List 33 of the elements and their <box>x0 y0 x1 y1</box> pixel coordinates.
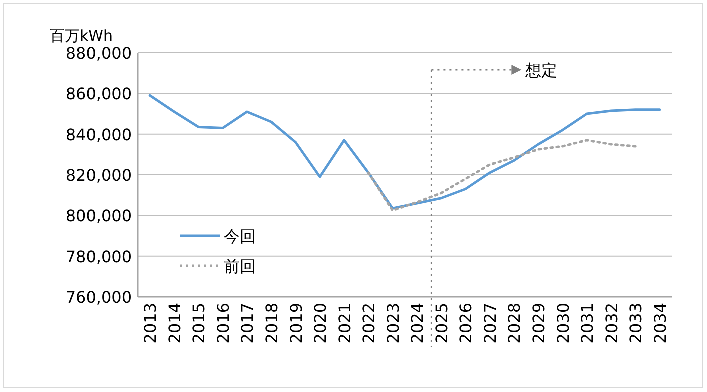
x-tick-label: 2029 <box>530 303 548 344</box>
y-tick-label: 860,000 <box>66 84 132 104</box>
legend-label: 前回 <box>224 257 256 276</box>
x-tick-label: 2026 <box>456 303 476 344</box>
x-tick-label: 2021 <box>335 303 354 344</box>
x-tick-label: 2034 <box>650 303 670 344</box>
x-tick-label: 2033 <box>626 303 646 344</box>
legend-label: 今回 <box>224 227 256 246</box>
x-tick-label: 2017 <box>238 303 258 344</box>
x-tick-label: 2031 <box>578 303 598 344</box>
x-tick-label: 2015 <box>190 303 209 344</box>
x-tick-label: 2025 <box>432 303 452 344</box>
x-tick-label: 2013 <box>141 303 160 344</box>
y-axis-title: 百万kWh <box>50 27 114 45</box>
x-tick-label: 2027 <box>480 303 500 344</box>
x-tick-label: 2022 <box>360 303 379 344</box>
x-tick-label: 2018 <box>262 303 282 344</box>
x-tick-label: 2030 <box>554 303 573 344</box>
y-tick-label: 760,000 <box>66 288 132 307</box>
y-tick-label: 880,000 <box>66 44 132 63</box>
x-tick-label: 2023 <box>384 303 403 344</box>
y-tick-label: 820,000 <box>66 166 132 185</box>
x-tick-label: 2014 <box>165 303 184 344</box>
y-tick-label: 780,000 <box>66 247 132 266</box>
x-tick-label: 2028 <box>505 303 524 344</box>
x-tick-label: 2024 <box>408 303 428 344</box>
y-tick-label: 840,000 <box>66 125 132 144</box>
x-tick-label: 2020 <box>311 303 330 344</box>
y-tick-label: 800,000 <box>66 206 132 226</box>
x-tick-label: 2032 <box>602 303 622 344</box>
ref-line-label: 想定 <box>524 61 558 80</box>
x-tick-label: 2019 <box>286 303 306 344</box>
x-tick-label: 2016 <box>214 303 233 344</box>
